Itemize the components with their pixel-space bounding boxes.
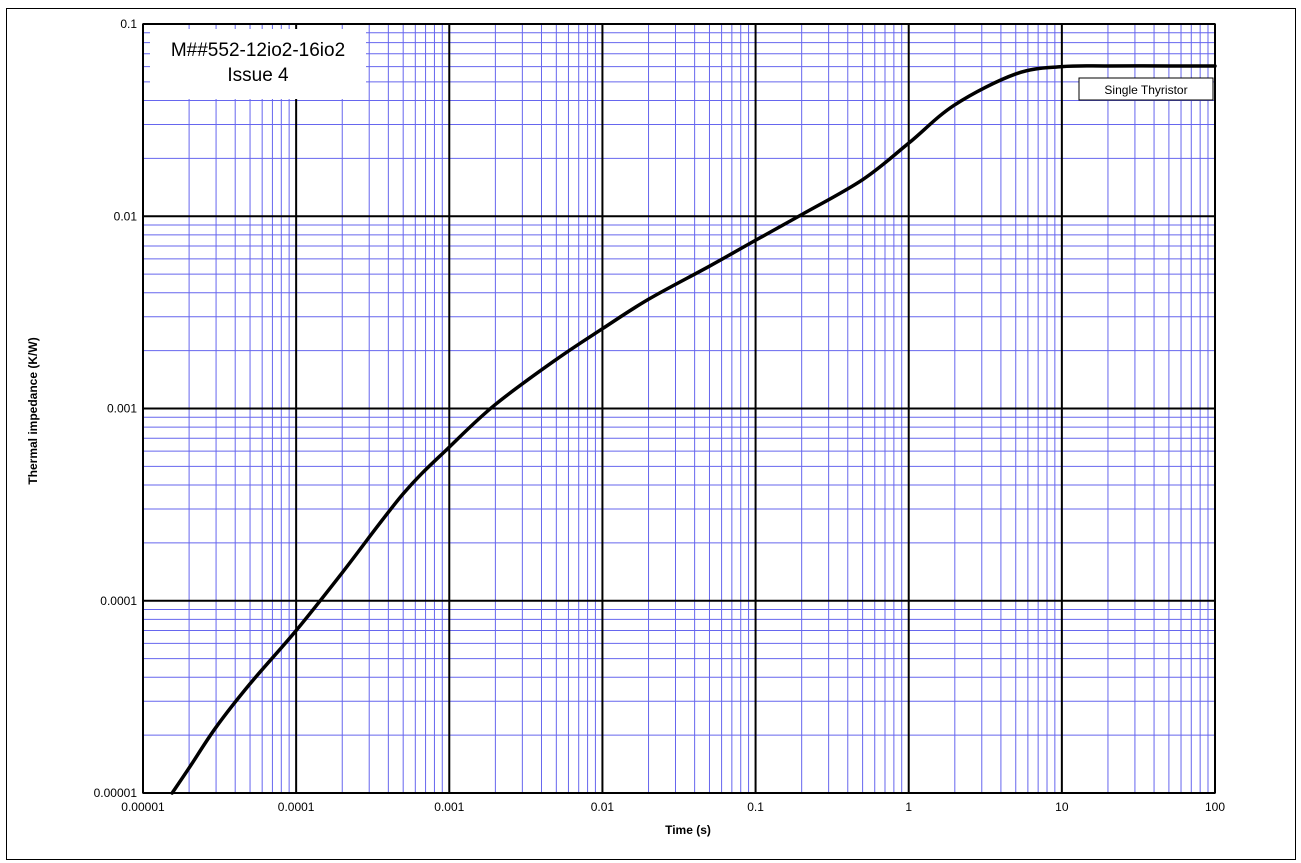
thermal-impedance-chart: 0.00001 0.0001 0.001 0.01 0.1 1 10 100 0.000010… bbox=[26, 17, 1225, 837]
chart-frame: 0.00001 0.0001 0.001 0.01 0.1 1 10 100 0.00001 0… bbox=[6, 8, 1296, 860]
y-axis-label: Thermal impedance (K/W) bbox=[26, 337, 40, 484]
x-tick-label: 1 bbox=[905, 800, 912, 814]
x-tick-label: 0.0001 bbox=[278, 800, 315, 814]
y-tick-label: 0.01 bbox=[114, 209, 138, 223]
x-tick-labels: 0.00001 0.0001 0.001 0.01 0.1 1 10 100 bbox=[121, 800, 1225, 814]
y-tick-label: 0.001 bbox=[107, 402, 137, 416]
title-line-1: M##552-12io2-16io2 bbox=[171, 40, 345, 61]
x-tick-label: 100 bbox=[1205, 800, 1225, 814]
title-box: M##552-12io2-16io2 Issue 4 bbox=[150, 29, 366, 99]
x-tick-label: 0.1 bbox=[747, 800, 764, 814]
x-tick-label: 10 bbox=[1055, 800, 1069, 814]
x-tick-label: 0.01 bbox=[591, 800, 615, 814]
plot-area-border bbox=[142, 23, 1216, 794]
title-line-2: Issue 4 bbox=[227, 65, 289, 86]
y-tick-label: 0.1 bbox=[120, 17, 137, 31]
series-line-single-thyristor bbox=[170, 64, 1217, 795]
y-tick-label: 0.0001 bbox=[100, 594, 137, 608]
legend-label-single-thyristor: Single Thyristor bbox=[1104, 83, 1187, 97]
legend-box: Single Thyristor bbox=[1078, 77, 1214, 101]
y-tick-labels: 0.00001 0.0001 0.001 0.01 0.1 bbox=[94, 17, 138, 800]
y-tick-label: 0.00001 bbox=[94, 786, 138, 800]
x-tick-label: 0.001 bbox=[434, 800, 464, 814]
x-tick-label: 0.00001 bbox=[121, 800, 165, 814]
x-axis-label: Time (s) bbox=[665, 823, 711, 837]
